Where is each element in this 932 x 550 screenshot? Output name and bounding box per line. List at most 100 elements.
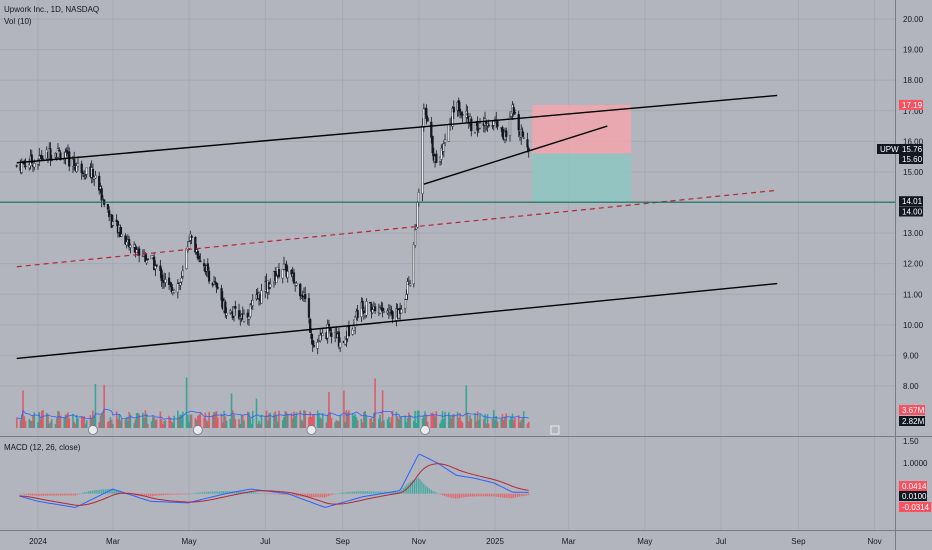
x-tick-label: Nov [412,537,426,546]
candle-body [413,229,417,246]
volume-bar [169,417,172,428]
macd-histogram-bar [389,491,391,494]
volume-bar [519,422,521,428]
volume-bar [54,423,57,428]
macd-histogram-bar [213,491,215,494]
candle-body [476,120,479,131]
macd-histogram-bar [320,493,322,498]
candle-body [176,283,179,293]
macd-histogram-bar [179,493,181,495]
candle-body [84,175,87,177]
candle-body [169,282,172,284]
macd-histogram-bar [190,493,193,495]
long-short-position-tool[interactable] [532,104,632,203]
candle-body [242,313,246,322]
candle-body [412,244,415,285]
candle-body [197,255,201,260]
volume-bar [162,423,164,428]
volume-bar [510,416,513,428]
candle-body [64,152,67,158]
volume-bar [32,414,34,428]
macd-histogram-bar [194,492,196,494]
candle-body [369,302,372,304]
volume-bar [170,421,173,428]
macd-histogram-bar [323,493,326,498]
candle-body [120,233,123,237]
volume-bar [180,414,183,428]
volume-bar [346,412,349,428]
volume-bar [486,414,489,428]
macd-histogram-bar [26,493,28,495]
macd-signal-line [19,463,529,506]
volume-bar [406,418,409,428]
macd-histogram-bar [368,491,371,494]
candle-body [361,300,364,309]
macd-histogram-bar [501,493,504,498]
trendline [16,94,778,164]
volume-bar [311,414,314,428]
volume-bar [90,418,93,428]
macd-histogram-bar [72,493,75,496]
macd-histogram-bar [164,493,166,496]
macd-histogram-bar [166,493,168,495]
macd-histogram-bar [344,492,346,494]
macd-indicator-label: MACD (12, 26, close) [4,443,81,452]
volume-bar [336,421,339,428]
candle-body [49,148,52,160]
volume-bar [40,410,43,428]
volume-bar [374,378,376,428]
macd-histogram-bar [451,493,453,498]
earnings-markers[interactable] [88,425,560,435]
candle-body [136,247,139,249]
volume-bar [143,417,145,428]
volume-bar [65,414,68,428]
volume-bar [240,414,243,428]
volume-bar [492,410,495,428]
candle-body [310,333,313,339]
volume-bar [30,420,33,428]
volume-bar [20,414,23,428]
macd-histogram-bar [189,493,191,495]
volume-bar [269,412,272,428]
volume-bar [19,420,22,428]
candle-body [170,284,173,292]
macd-histogram-bar [63,493,65,496]
volume-bar [431,412,434,428]
volume-bar [258,420,260,428]
volume-bar [360,418,363,428]
macd-histogram-bar [209,491,211,494]
candle-body [354,316,357,328]
volume-badge-current-bg [899,405,925,415]
macd-histogram-bar [50,493,52,496]
volume-bar [338,421,340,428]
volume-bar [125,416,128,428]
candle-body [526,139,529,148]
macd-histogram-bar [192,493,195,494]
volume-bar [504,416,506,428]
macd-histogram-bar [486,493,489,497]
volume-bar [50,419,53,428]
volume-bar [479,414,481,428]
volume-badge-current: 3.67M [902,406,925,415]
trendlines[interactable] [16,94,778,360]
candle-body [20,161,23,173]
candle-body [59,152,62,161]
price-badge-entry-bg [899,154,923,164]
macd-histogram-bar [496,493,498,497]
candle-body [206,263,209,271]
macd-histogram-bar [355,491,358,494]
macd-badge-signal-bg [899,491,927,501]
x-tick-label: May [182,537,197,546]
macd-histogram-bar [346,492,348,494]
candle-body [321,332,324,336]
volume-bar [102,411,104,428]
candle-body [339,342,342,348]
macd-histogram-bar [277,493,279,495]
candle-body [164,279,167,283]
volume-bar [465,385,468,428]
macd-histogram-bar [292,493,294,496]
volume-bar [328,391,330,428]
macd-histogram-bar [515,493,517,498]
volume-bar [363,411,365,428]
